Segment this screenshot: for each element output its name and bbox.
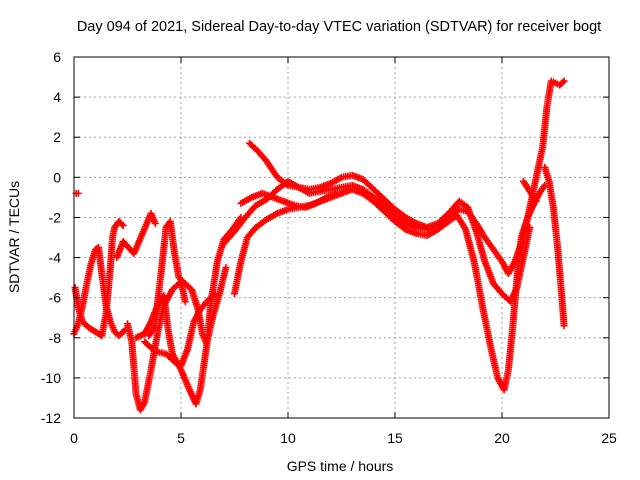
data-point-marker [540, 183, 548, 191]
series-trace-3 [124, 278, 189, 414]
data-point-marker [222, 264, 230, 272]
x-axis-label: GPS time / hours [287, 458, 394, 474]
data-point-marker [211, 290, 219, 298]
y-tick-label: 2 [53, 129, 61, 145]
y-tick-label: -6 [49, 290, 62, 306]
y-axis-ticks: -12 -10 -8 -6 -4 -2 0 2 4 6 [41, 49, 609, 426]
series-trace-13 [72, 189, 82, 197]
series-trace-10 [237, 189, 341, 211]
chart-title: Day 094 of 2021, Sidereal Day-to-day VTE… [77, 19, 601, 35]
x-tick-label: 25 [601, 430, 617, 446]
data-point-marker [151, 219, 159, 227]
data-point-marker [119, 221, 127, 229]
x-tick-label: 5 [177, 430, 185, 446]
data-point-marker [559, 78, 567, 86]
series-trace-6 [141, 290, 219, 370]
data-point-marker [532, 197, 540, 205]
y-tick-label: -2 [49, 209, 62, 225]
data-point-marker [560, 322, 568, 330]
x-tick-label: 10 [280, 430, 296, 446]
x-tick-label: 20 [494, 430, 510, 446]
data-point-marker [333, 189, 341, 197]
data-point-marker [181, 298, 189, 306]
data-point-marker [560, 77, 568, 85]
data-point-marker [210, 291, 218, 299]
y-tick-label: 0 [53, 169, 61, 185]
series-trace-8 [231, 181, 549, 394]
y-tick-label: -12 [41, 410, 61, 426]
y-tick-label: -10 [41, 370, 61, 386]
y-tick-label: 4 [53, 89, 61, 105]
data-point-marker [526, 223, 534, 231]
y-axis-label: SDTVAR / TECUs [6, 181, 22, 293]
series-trace-11 [541, 163, 568, 330]
data-point-marker [118, 220, 126, 228]
y-tick-label: -4 [49, 250, 62, 266]
data-point-marker [74, 189, 82, 197]
series-trace-12 [519, 177, 540, 205]
y-tick-label: 6 [53, 49, 61, 65]
series-trace-2 [71, 217, 127, 340]
series-trace-9 [245, 139, 534, 306]
x-tick-label: 0 [70, 430, 78, 446]
x-tick-label: 15 [387, 430, 403, 446]
x-axis-ticks: 0 5 10 15 20 25 [70, 57, 617, 446]
data-points [70, 77, 568, 414]
data-point-marker [282, 180, 290, 188]
series-trace-5 [145, 217, 230, 348]
series-trace-14 [113, 209, 159, 262]
y-tick-label: -8 [49, 330, 62, 346]
plot-frame [73, 56, 610, 419]
